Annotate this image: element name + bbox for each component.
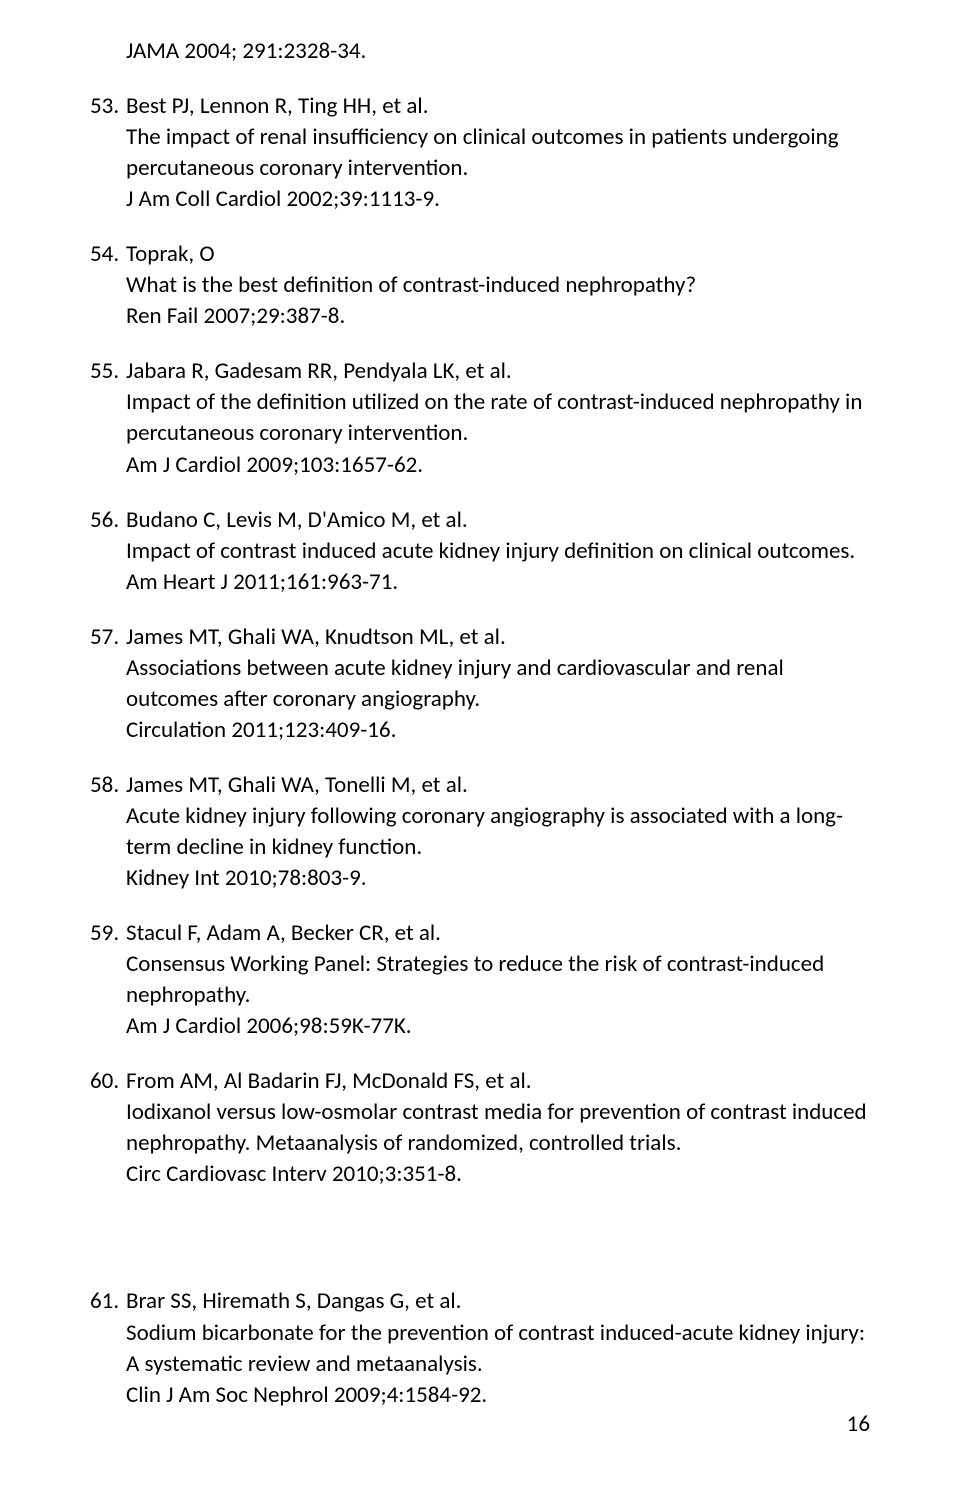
reference-body: James MT, Ghali WA, Knudtson ML, et al.A… [126,622,870,746]
reference-body: From AM, Al Badarin FJ, McDonald FS, et … [126,1066,870,1190]
reference-journal: Am J Cardiol 2006;98:59K-77K. [126,1011,870,1042]
reference-number: 57. [90,622,126,746]
reference-body: Budano C, Levis M, D'Amico M, et al.Impa… [126,505,870,598]
reference-title: Iodixanol versus low-osmolar contrast me… [126,1097,870,1159]
reference-number: 58. [90,770,126,894]
reference-title: What is the best definition of contrast-… [126,270,870,301]
reference-authors: Jabara R, Gadesam RR, Pendyala LK, et al… [126,356,870,387]
reference-number: 53. [90,91,126,215]
reference-journal: Kidney Int 2010;78:803-9. [126,863,870,894]
reference-title: Consensus Working Panel: Strategies to r… [126,949,870,1011]
reference-item: 58.James MT, Ghali WA, Tonelli M, et al.… [90,770,870,894]
reference-authors: From AM, Al Badarin FJ, McDonald FS, et … [126,1066,870,1097]
reference-item: 61.Brar SS, Hiremath S, Dangas G, et al.… [90,1286,870,1410]
reference-authors: Stacul F, Adam A, Becker CR, et al. [126,918,870,949]
reference-item: 53.Best PJ, Lennon R, Ting HH, et al.The… [90,91,870,215]
reference-number: 55. [90,356,126,480]
reference-authors: Best PJ, Lennon R, Ting HH, et al. [126,91,870,122]
reference-title: Impact of contrast induced acute kidney … [126,536,870,567]
reference-journal: J Am Coll Cardiol 2002;39:1113-9. [126,184,870,215]
page-number: 16 [847,1410,870,1438]
reference-item: 56.Budano C, Levis M, D'Amico M, et al.I… [90,505,870,598]
reference-authors: James MT, Ghali WA, Tonelli M, et al. [126,770,870,801]
reference-body: Toprak, OWhat is the best definition of … [126,239,870,332]
reference-body: Stacul F, Adam A, Becker CR, et al.Conse… [126,918,870,1042]
reference-number: 60. [90,1066,126,1190]
reference-journal: Am Heart J 2011;161:963-71. [126,567,870,598]
previous-reference-tail: JAMA 2004; 291:2328-34. [126,36,870,67]
reference-title: Sodium bicarbonate for the prevention of… [126,1318,870,1380]
reference-authors: Brar SS, Hiremath S, Dangas G, et al. [126,1286,870,1317]
reference-body: Best PJ, Lennon R, Ting HH, et al.The im… [126,91,870,215]
reference-title: The impact of renal insufficiency on cli… [126,122,870,184]
reference-number: 61. [90,1286,126,1410]
reference-body: Jabara R, Gadesam RR, Pendyala LK, et al… [126,356,870,480]
reference-authors: Toprak, O [126,239,870,270]
reference-title: Impact of the definition utilized on the… [126,387,870,449]
reference-journal: Circ Cardiovasc Interv 2010;3:351-8. [126,1159,870,1190]
reference-number: 59. [90,918,126,1042]
page: JAMA 2004; 291:2328-34. 53.Best PJ, Lenn… [0,0,960,1488]
reference-item: 54.Toprak, OWhat is the best definition … [90,239,870,332]
reference-item: 57.James MT, Ghali WA, Knudtson ML, et a… [90,622,870,746]
reference-journal: Ren Fail 2007;29:387-8. [126,301,870,332]
reference-item: 59.Stacul F, Adam A, Becker CR, et al.Co… [90,918,870,1042]
reference-title: Acute kidney injury following coronary a… [126,801,870,863]
reference-authors: James MT, Ghali WA, Knudtson ML, et al. [126,622,870,653]
reference-journal: Circulation 2011;123:409-16. [126,715,870,746]
reference-item: 55.Jabara R, Gadesam RR, Pendyala LK, et… [90,356,870,480]
reference-list: 53.Best PJ, Lennon R, Ting HH, et al.The… [90,91,870,1411]
reference-journal: Am J Cardiol 2009;103:1657-62. [126,450,870,481]
reference-journal: Clin J Am Soc Nephrol 2009;4:1584-92. [126,1380,870,1411]
reference-body: Brar SS, Hiremath S, Dangas G, et al.Sod… [126,1286,870,1410]
reference-title: Associations between acute kidney injury… [126,653,870,715]
reference-body: James MT, Ghali WA, Tonelli M, et al.Acu… [126,770,870,894]
reference-number: 54. [90,239,126,332]
reference-number: 56. [90,505,126,598]
reference-authors: Budano C, Levis M, D'Amico M, et al. [126,505,870,536]
reference-item: 60.From AM, Al Badarin FJ, McDonald FS, … [90,1066,870,1190]
